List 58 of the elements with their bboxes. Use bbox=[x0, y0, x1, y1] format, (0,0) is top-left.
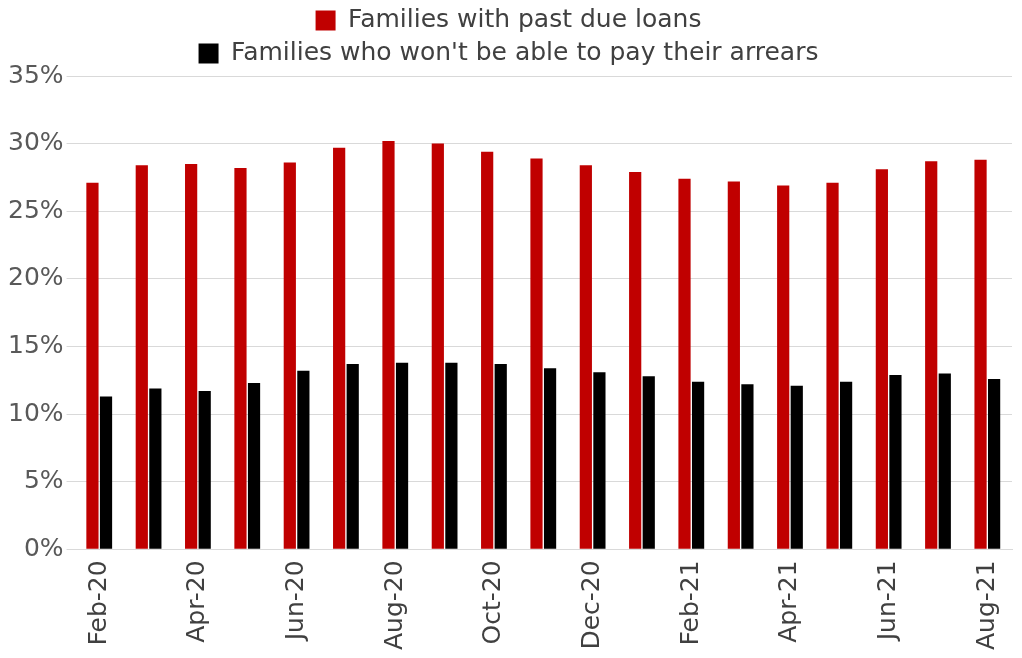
x-tick-label: Jun-21 bbox=[872, 560, 902, 643]
y-tick-label: 25% bbox=[7, 194, 64, 224]
x-tick-label: Feb-21 bbox=[674, 560, 704, 646]
bar bbox=[135, 165, 148, 549]
bar bbox=[593, 372, 606, 549]
y-tick-label: 35% bbox=[7, 59, 64, 89]
bar bbox=[543, 368, 557, 549]
bar bbox=[395, 362, 409, 549]
legend-label: Families who won't be able to pay their arrears bbox=[231, 37, 819, 66]
bar bbox=[297, 370, 310, 549]
bar bbox=[629, 172, 642, 549]
x-tick-label: Apr-20 bbox=[181, 560, 211, 643]
bar bbox=[185, 163, 198, 549]
bar bbox=[481, 151, 494, 549]
bar bbox=[974, 159, 987, 549]
bar bbox=[938, 373, 951, 549]
bar bbox=[99, 396, 113, 549]
bar bbox=[642, 376, 655, 549]
bar bbox=[727, 181, 740, 549]
bar bbox=[333, 147, 346, 549]
bar bbox=[790, 385, 803, 549]
bar bbox=[247, 383, 261, 549]
bar bbox=[678, 178, 691, 549]
x-tick-label: Jun-20 bbox=[280, 560, 310, 643]
bar bbox=[839, 381, 853, 549]
bar bbox=[283, 162, 296, 549]
y-tick-label: 30% bbox=[7, 127, 64, 157]
y-tick-label: 10% bbox=[7, 397, 64, 427]
y-tick-label: 20% bbox=[7, 262, 64, 292]
bar bbox=[149, 388, 162, 549]
x-tick-label: Feb-20 bbox=[82, 560, 112, 646]
bar bbox=[494, 364, 507, 549]
bar bbox=[741, 384, 754, 549]
x-tick-label: Dec-20 bbox=[576, 560, 606, 650]
bar bbox=[346, 364, 359, 549]
bar bbox=[579, 165, 592, 549]
bar bbox=[86, 182, 99, 549]
x-tick-label: Aug-21 bbox=[970, 560, 1000, 651]
legend-label: Families with past due loans bbox=[348, 4, 702, 33]
bar bbox=[826, 182, 839, 549]
bar bbox=[382, 140, 395, 549]
bar bbox=[777, 185, 790, 549]
bar bbox=[875, 169, 888, 549]
bar bbox=[988, 378, 1001, 549]
bar bbox=[889, 374, 902, 549]
bar bbox=[431, 143, 444, 549]
y-tick-label: 5% bbox=[23, 465, 64, 495]
x-tick-label: Aug-20 bbox=[378, 560, 408, 651]
y-tick-label: 15% bbox=[7, 329, 64, 359]
bar bbox=[234, 167, 247, 549]
bar bbox=[925, 161, 938, 549]
bar bbox=[691, 381, 705, 549]
bar bbox=[445, 362, 458, 549]
bar bbox=[530, 158, 543, 549]
y-tick-label: 0% bbox=[23, 532, 64, 562]
x-tick-label: Apr-21 bbox=[773, 560, 803, 643]
x-tick-label: Oct-20 bbox=[477, 560, 507, 645]
bar bbox=[198, 391, 211, 549]
